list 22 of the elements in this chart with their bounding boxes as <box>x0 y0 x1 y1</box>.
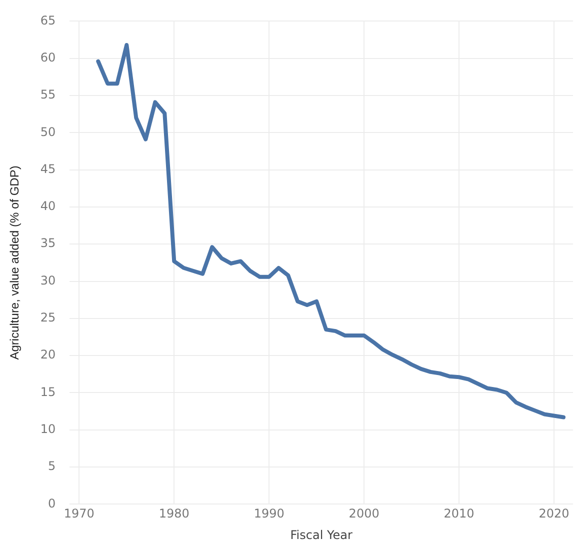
y-tick-label: 65 <box>40 13 56 28</box>
x-tick-label: 2010 <box>444 506 474 521</box>
y-tick-label: 15 <box>40 384 56 399</box>
x-tick-label: 1970 <box>64 506 94 521</box>
y-tick-label: 30 <box>40 273 56 288</box>
y-tick-label: 5 <box>48 459 56 474</box>
y-tick-label: 25 <box>40 310 56 325</box>
y-tick-label: 40 <box>40 199 56 214</box>
y-tick-label: 60 <box>40 50 56 64</box>
y-tick-label: 35 <box>40 236 56 250</box>
y-axis-title: Agriculture, value added (% of GDP) <box>8 166 22 360</box>
x-axis-title: Fiscal Year <box>290 528 352 542</box>
x-tick-label: 1990 <box>254 506 284 521</box>
x-tick-label: 2020 <box>538 506 570 521</box>
y-tick-label: 45 <box>40 162 56 176</box>
x-tick-label: 1980 <box>158 506 190 521</box>
y-tick-label: 0 <box>48 496 56 510</box>
y-tick-label: 50 <box>40 124 56 139</box>
y-tick-label: 10 <box>40 422 56 436</box>
y-tick-label: 55 <box>40 88 56 102</box>
x-tick-label: 2000 <box>348 506 380 521</box>
y-tick-label: 20 <box>40 348 56 362</box>
